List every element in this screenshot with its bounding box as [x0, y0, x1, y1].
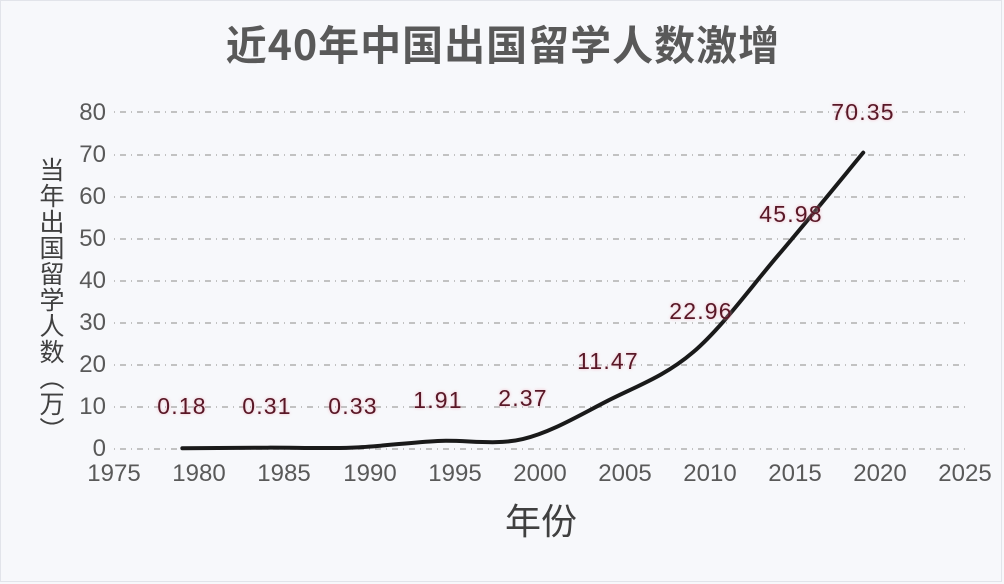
- svg-text:2010: 2010: [683, 460, 736, 487]
- svg-text:10: 10: [79, 393, 106, 420]
- svg-text:45.98: 45.98: [759, 201, 823, 227]
- svg-text:40: 40: [79, 267, 106, 294]
- svg-text:2020: 2020: [853, 460, 906, 487]
- svg-text:年份: 年份: [505, 493, 577, 545]
- svg-text:1990: 1990: [343, 460, 396, 487]
- svg-text:22.96: 22.96: [669, 298, 733, 324]
- svg-text:1995: 1995: [428, 460, 481, 487]
- svg-text:60: 60: [79, 183, 106, 210]
- svg-text:2.37: 2.37: [498, 385, 548, 411]
- svg-text:2015: 2015: [768, 460, 821, 487]
- svg-text:20: 20: [79, 351, 106, 378]
- svg-text:70.35: 70.35: [831, 99, 895, 125]
- svg-text:2005: 2005: [598, 460, 651, 487]
- svg-text:0.31: 0.31: [242, 393, 292, 419]
- svg-text:1985: 1985: [257, 460, 310, 487]
- svg-text:0: 0: [93, 435, 106, 462]
- svg-text:80: 80: [79, 99, 106, 126]
- svg-text:1975: 1975: [87, 460, 140, 487]
- svg-text:0.18: 0.18: [157, 393, 207, 419]
- svg-text:30: 30: [79, 309, 106, 336]
- svg-text:0.33: 0.33: [328, 393, 378, 419]
- svg-text:50: 50: [79, 225, 106, 252]
- svg-text:11.47: 11.47: [577, 348, 639, 374]
- svg-text:70: 70: [79, 141, 106, 168]
- svg-text:1980: 1980: [172, 460, 225, 487]
- svg-text:2025: 2025: [938, 460, 991, 487]
- svg-text:1.91: 1.91: [413, 387, 463, 413]
- svg-text:2000: 2000: [513, 460, 566, 487]
